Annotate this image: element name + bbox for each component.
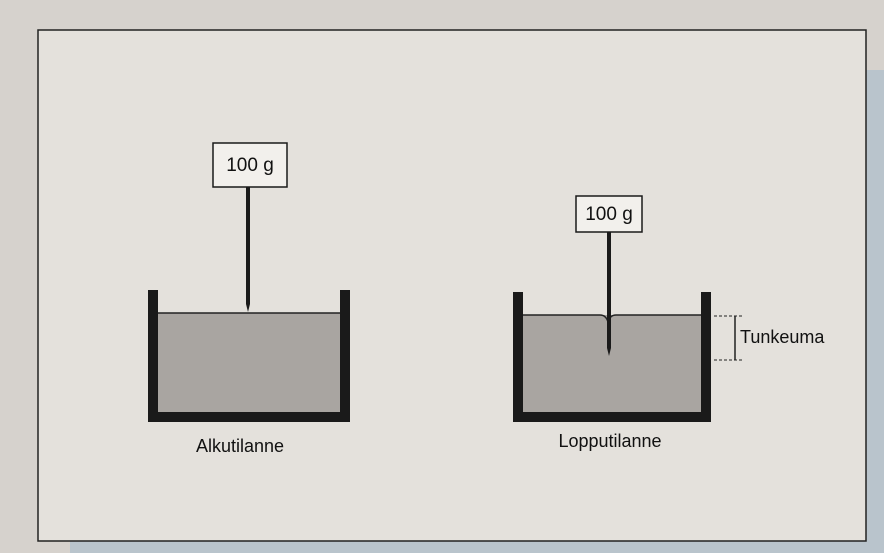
wall (701, 292, 711, 422)
container-bottom (513, 412, 711, 422)
container-bottom (148, 412, 350, 422)
needle (607, 231, 611, 356)
measure-label: Tunkeuma (740, 327, 825, 347)
material (158, 313, 340, 412)
page: {"diagrams": [ {"weight_label": "100 g",… (0, 0, 884, 553)
material (523, 315, 701, 412)
figure: 100 g Alkutilanne 100 g Lopputilanne Tun… (0, 0, 884, 553)
wall (148, 290, 158, 422)
needle (246, 187, 250, 312)
caption: Lopputilanne (558, 431, 661, 451)
weight-label: 100 g (585, 204, 633, 225)
weight-label: 100 g (226, 155, 274, 176)
wall (340, 290, 350, 422)
frame (38, 30, 866, 541)
blue-panel-bottom (70, 540, 884, 553)
wall (513, 292, 523, 422)
caption: Alkutilanne (196, 436, 284, 456)
